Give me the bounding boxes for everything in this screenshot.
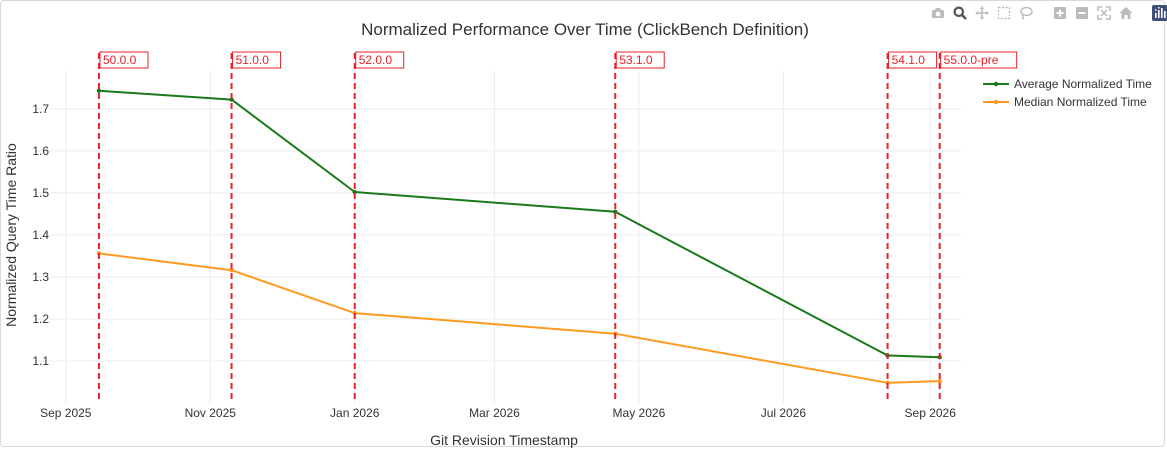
release-markers: 50.0.0 51.0.0 52.0.0 53.1.0 54.1.0 55.0.0-pre (97, 51, 1018, 403)
y-tick-label: 1.5 (32, 186, 49, 200)
release-label: 52.0.0 (359, 53, 393, 67)
y-tick-label: 1.3 (32, 270, 49, 284)
x-tick-label: Jan 2026 (330, 406, 380, 420)
release-label: 50.0.0 (103, 53, 137, 67)
legend[interactable]: Average Normalized Time Median Normalized… (983, 77, 1152, 109)
x-tick-label: Jul 2026 (761, 406, 807, 420)
y-tick-label: 1.6 (32, 144, 49, 158)
release-label: 55.0.0-pre (944, 53, 999, 67)
legend-marker (993, 99, 999, 105)
reset-axes-icon[interactable] (1117, 4, 1135, 22)
y-tick-label: 1.2 (32, 312, 49, 326)
x-tick-label: May 2026 (613, 406, 666, 420)
legend-label: Average Normalized Time (1014, 77, 1152, 91)
x-tick-label: Sep 2025 (40, 406, 92, 420)
release-label-box (888, 51, 938, 69)
grid (35, 71, 961, 403)
release-label-box (232, 51, 282, 69)
release-label: 51.0.0 (236, 53, 270, 67)
legend-marker (993, 81, 999, 87)
x-axis: Sep 2025 Nov 2025 Jan 2026 Mar 2026 May 2026… (40, 406, 956, 420)
release-label: 54.1.0 (892, 53, 926, 67)
x-tick-label: Mar 2026 (469, 406, 520, 420)
plotly-logo-icon[interactable] (1151, 4, 1167, 22)
release-label-box (355, 51, 405, 69)
data-point (229, 268, 234, 273)
x-tick-label: Sep 2026 (905, 406, 957, 420)
series-group (96, 88, 942, 386)
y-axis-title: Normalized Query Time Ratio (3, 143, 19, 327)
release-label-box (940, 51, 1018, 69)
box-select-icon[interactable] (995, 4, 1013, 22)
zoom-icon[interactable] (951, 4, 969, 22)
zoom-out-icon[interactable] (1073, 4, 1091, 22)
legend-label: Median Normalized Time (1014, 95, 1147, 109)
modebar (929, 4, 1167, 22)
y-tick-label: 1.4 (32, 228, 49, 242)
data-point (885, 380, 890, 386)
data-point (352, 189, 357, 195)
y-tick-label: 1.1 (32, 354, 49, 368)
release-label: 53.1.0 (619, 53, 653, 67)
y-tick-label: 1.7 (32, 102, 49, 116)
series-line-2 (98, 252, 940, 384)
chart-title: Normalized Performance Over Time (ClickB… (361, 20, 809, 39)
zoom-in-icon[interactable] (1051, 4, 1069, 22)
release-label-box (615, 51, 665, 69)
x-tick-label: Nov 2025 (185, 406, 237, 420)
data-point (229, 97, 234, 102)
camera-icon[interactable] (929, 4, 947, 22)
data-point (96, 88, 102, 93)
x-axis-title: Git Revision Timestamp (430, 432, 578, 448)
lasso-icon[interactable] (1017, 4, 1035, 22)
release-label-box (99, 51, 149, 69)
series-line-1 (98, 89, 940, 359)
y-axis: 1.1 1.2 1.3 1.4 1.5 1.6 1.7 (32, 102, 49, 368)
autoscale-icon[interactable] (1095, 4, 1113, 22)
pan-icon[interactable] (973, 4, 991, 22)
data-point (937, 378, 942, 384)
data-point (613, 209, 618, 214)
